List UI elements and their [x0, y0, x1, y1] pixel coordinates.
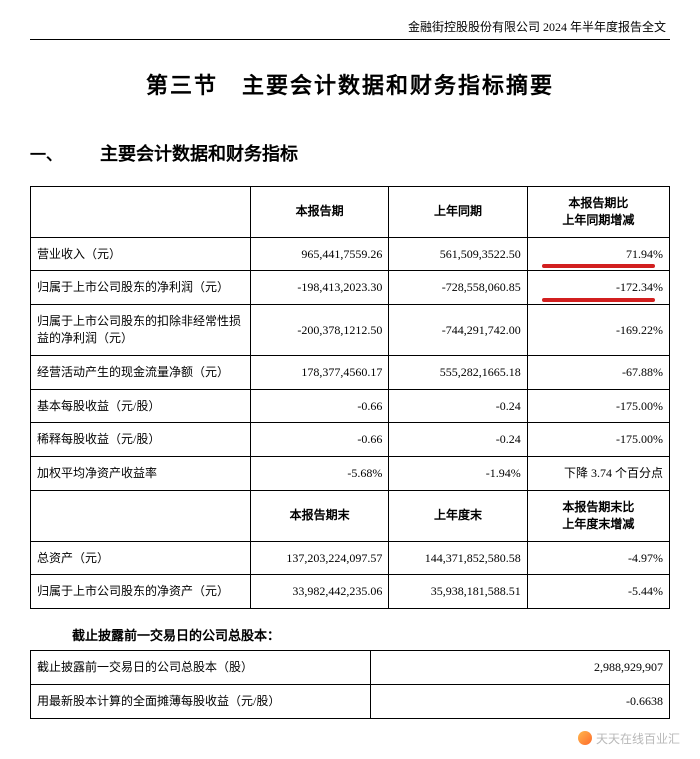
- row-label: 用最新股本计算的全面摊薄每股收益（元/股）: [31, 684, 371, 718]
- table-header-cell: 本报告期末: [251, 490, 389, 541]
- header-rule: [30, 39, 670, 40]
- watermark-text: 天天在线百业汇: [596, 730, 680, 747]
- table-header-cell: 本报告期: [251, 187, 389, 238]
- row-label: 经营活动产生的现金流量净额（元）: [31, 355, 251, 389]
- data-cell: -1.94%: [389, 457, 527, 491]
- report-header: 金融街控股股份有限公司 2024 年半年度报告全文: [30, 18, 670, 35]
- document-page: 金融街控股股份有限公司 2024 年半年度报告全文 第三节 主要会计数据和财务指…: [0, 0, 700, 759]
- row-label: 基本每股收益（元/股）: [31, 389, 251, 423]
- data-cell: 965,441,7559.26: [251, 237, 389, 271]
- row-label: 总资产（元）: [31, 541, 251, 575]
- data-cell: -0.66: [251, 389, 389, 423]
- data-cell: 下降 3.74 个百分点: [527, 457, 669, 491]
- row-label: 归属于上市公司股东的扣除非经常性损益的净利润（元）: [31, 305, 251, 356]
- section-heading: 一、 主要会计数据和财务指标: [30, 140, 670, 166]
- financial-table-1: 本报告期上年同期本报告期比 上年同期增减营业收入（元）965,441,7559.…: [30, 186, 670, 609]
- table-header-cell: 上年度末: [389, 490, 527, 541]
- data-cell: -0.66: [251, 423, 389, 457]
- data-cell: -5.68%: [251, 457, 389, 491]
- data-cell: -169.22%: [527, 305, 669, 356]
- watermark: 天天在线百业汇: [578, 730, 680, 747]
- data-cell: 137,203,224,097.57: [251, 541, 389, 575]
- data-cell: 144,371,852,580.58: [389, 541, 527, 575]
- watermark-logo-icon: [578, 731, 592, 745]
- data-cell: -200,378,1212.50: [251, 305, 389, 356]
- row-label: 截止披露前一交易日的公司总股本（股）: [31, 651, 371, 685]
- section-number: 一、: [30, 141, 100, 165]
- financial-table-2: 截止披露前一交易日的公司总股本（股）2,988,929,907用最新股本计算的全…: [30, 650, 670, 719]
- table-header-cell: [31, 187, 251, 238]
- subheading: 截止披露前一交易日的公司总股本：: [72, 625, 670, 644]
- data-cell: 178,377,4560.17: [251, 355, 389, 389]
- row-label: 加权平均净资产收益率: [31, 457, 251, 491]
- data-cell: 555,282,1665.18: [389, 355, 527, 389]
- data-cell: -4.97%: [527, 541, 669, 575]
- table-header-cell: 上年同期: [389, 187, 527, 238]
- data-cell: 35,938,181,588.51: [389, 575, 527, 609]
- data-cell: -0.6638: [371, 684, 670, 718]
- chapter-title: 第三节 主要会计数据和财务指标摘要: [30, 68, 670, 100]
- row-label: 归属于上市公司股东的净利润（元）: [31, 271, 251, 305]
- data-cell: 33,982,442,235.06: [251, 575, 389, 609]
- table-header-cell: [31, 490, 251, 541]
- row-label: 稀释每股收益（元/股）: [31, 423, 251, 457]
- row-label: 归属于上市公司股东的净资产（元）: [31, 575, 251, 609]
- data-cell: -5.44%: [527, 575, 669, 609]
- table-header-cell: 本报告期比 上年同期增减: [527, 187, 669, 238]
- data-cell: -198,413,2023.30: [251, 271, 389, 305]
- data-cell: -744,291,742.00: [389, 305, 527, 356]
- data-cell: 71.94%: [527, 237, 669, 271]
- section-title: 主要会计数据和财务指标: [100, 140, 298, 166]
- data-cell: 561,509,3522.50: [389, 237, 527, 271]
- row-label: 营业收入（元）: [31, 237, 251, 271]
- data-cell: -728,558,060.85: [389, 271, 527, 305]
- data-cell: -175.00%: [527, 423, 669, 457]
- data-cell: -67.88%: [527, 355, 669, 389]
- data-cell: -172.34%: [527, 271, 669, 305]
- data-cell: -175.00%: [527, 389, 669, 423]
- table-header-cell: 本报告期末比 上年度末增减: [527, 490, 669, 541]
- highlight-underline-icon: [542, 298, 655, 302]
- data-cell: 2,988,929,907: [371, 651, 670, 685]
- data-cell: -0.24: [389, 389, 527, 423]
- data-cell: -0.24: [389, 423, 527, 457]
- highlight-underline-icon: [542, 264, 655, 268]
